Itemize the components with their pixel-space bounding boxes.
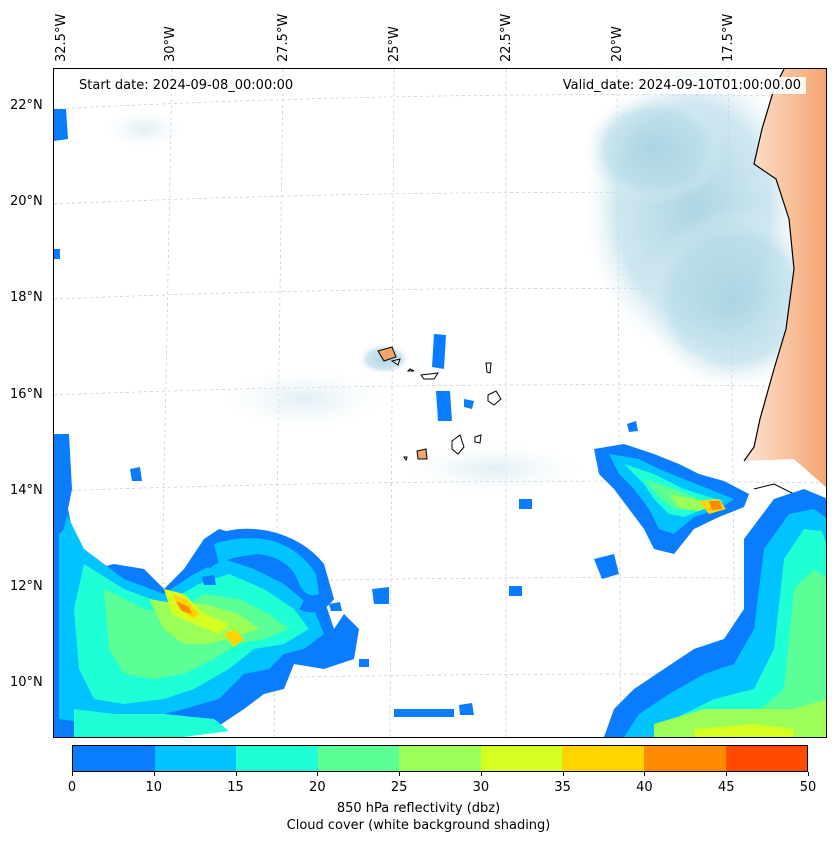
colorbar-tick-mark	[72, 772, 73, 776]
colorbar-tick-label: 15	[227, 780, 244, 795]
lon-label: 20°W	[610, 26, 625, 62]
lat-label: 12°N	[10, 579, 43, 594]
colorbar-tick-label: 50	[799, 780, 817, 795]
lon-label: 30°W	[163, 26, 178, 62]
colorbar-tick-label: 20	[309, 780, 326, 795]
colorbar-segment	[643, 746, 726, 771]
lat-label: 10°N	[10, 675, 43, 690]
lat-label: 16°N	[10, 387, 43, 402]
lon-label: 17.5°W	[721, 13, 736, 62]
colorbar-segment	[317, 746, 400, 771]
lon-label: 22.5°W	[499, 13, 514, 62]
colorbar-tick-mark	[317, 772, 319, 776]
lon-label: 25°W	[387, 26, 402, 62]
colorbar-segment	[236, 746, 318, 771]
colorbar-segment	[399, 746, 481, 771]
lat-label: 20°N	[10, 194, 43, 209]
cape-verde-islands	[377, 346, 502, 462]
colorbar-tick-mark	[726, 772, 728, 776]
lon-label: 32.5°W	[54, 13, 69, 62]
reflectivity-map	[54, 69, 826, 737]
lat-label: 22°N	[10, 98, 43, 113]
colorbar-tick-label: 30	[472, 780, 490, 795]
cloud-cover	[104, 69, 824, 494]
colorbar	[72, 745, 808, 772]
lon-label: 27.5°W	[276, 13, 291, 62]
colorbar-tick-mark	[808, 772, 809, 776]
colorbar-tick-label: 0	[67, 780, 77, 795]
colorbar-tick-mark	[399, 772, 401, 776]
colorbar-tick-mark	[644, 772, 646, 776]
lat-label: 18°N	[10, 290, 43, 305]
valid-date-label: Valid_date: 2024-09-10T01:00:00.00	[557, 77, 806, 94]
colorbar-tick-mark	[562, 772, 564, 776]
colorbar-tick-mark	[480, 772, 482, 776]
colorbar-segment	[154, 746, 237, 771]
colorbar-tick-mark	[235, 772, 237, 776]
colorbar-segment	[562, 746, 644, 771]
colorbar-segment	[725, 746, 808, 771]
start-date-label: Start date: 2024-09-08_00:00:00	[74, 77, 299, 94]
lat-label: 14°N	[10, 483, 43, 498]
colorbar-tick-mark	[153, 772, 155, 776]
colorbar-label: 850 hPa reflectivity (dbz)	[336, 801, 501, 816]
colorbar-tick-label: 35	[554, 780, 571, 795]
reflectivity-shading	[54, 109, 826, 737]
colorbar-segment	[73, 746, 155, 771]
map-panel: Start date: 2024-09-08_00:00:00 Valid_da…	[53, 68, 827, 738]
colorbar-tick-label: 10	[145, 780, 163, 795]
colorbar-sublabel: Cloud cover (white background shading)	[286, 818, 551, 833]
colorbar-tick-label: 45	[717, 780, 735, 795]
colorbar-tick-label: 25	[390, 780, 408, 795]
colorbar-tick-label: 40	[636, 780, 653, 795]
colorbar-segment	[480, 746, 563, 771]
